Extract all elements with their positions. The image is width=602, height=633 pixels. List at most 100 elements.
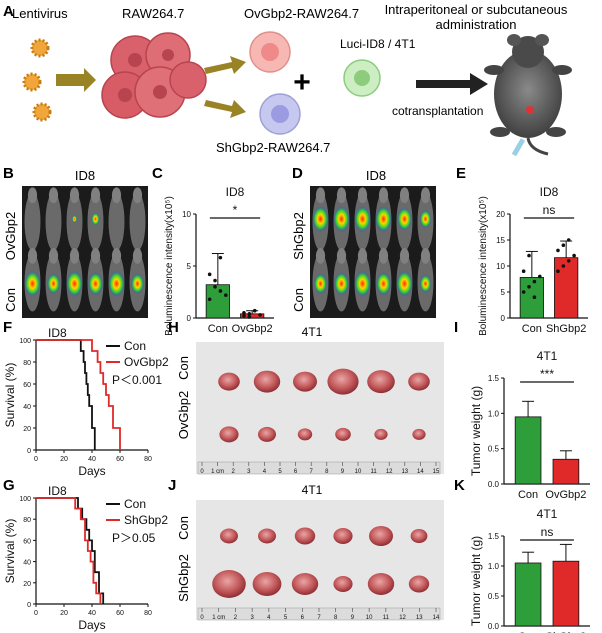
x-tick-label: 20 [60,610,68,617]
ruler-label: 15 [433,469,440,475]
photo-background [196,342,444,474]
tumor-photo-h: 0 1 cm 2 3 4 5 6 7 8 9 10 11 12 13 14 15 [196,342,444,475]
y-tick-label: 5 [187,262,192,271]
mouse-head [27,248,38,264]
tumor [258,426,276,442]
mouse-head [399,248,410,264]
mouse-head [90,187,101,204]
x-tick-label: 80 [144,610,152,617]
data-point [242,314,246,318]
luminescence-signal [87,271,104,296]
mouse-head [111,248,122,264]
panel-b-row-top: OvGbp2 [3,212,18,260]
panel-j-row-bottom: ShGbp2 [176,554,191,602]
significance-label: ns [541,525,554,539]
ruler [197,461,441,475]
mouse-head [27,187,38,204]
bar-shgbp2 [552,560,580,627]
panel-letter-g: G [3,477,15,494]
tumor [369,526,393,546]
luminescence-signal [419,274,432,293]
raw-label: RAW264.7 [122,6,184,21]
photo-background [196,500,444,620]
ruler-label: 2 [234,615,238,621]
x-category-label: Con [518,489,538,501]
panel-d-row-top: ShGbp2 [291,212,306,260]
tumor [294,527,316,545]
panel-letter-f: F [3,319,12,336]
x-category-label: Con [522,323,542,335]
chart-c: ID8 0 5 10 Boluminescence intensity(x10⁵) Con… [164,185,274,336]
y-tick-label: 60 [23,538,31,545]
p-value-label: P＞0.05 [112,531,156,545]
panel-letter-a: A [3,3,14,20]
significance-label: *** [540,367,554,381]
ruler-label: 10 [355,469,362,475]
legend-label: ShGbp2 [124,513,168,527]
tumor [253,370,281,393]
tumor [333,576,353,592]
panel-b-title: ID8 [75,168,95,183]
luminescence-signal [71,215,78,223]
data-point [566,238,571,242]
significance-label: ns [543,203,556,217]
data-point [527,253,531,258]
ruler-label: 0 [200,615,204,621]
route-label-line2: administration [436,17,517,32]
tumor [410,529,428,543]
tumor [408,372,430,391]
x-category-label: OvGbp2 [545,489,586,501]
shgbp2-cell-label: ShGbp2-RAW264.7 [216,140,330,155]
ruler-label: 4 [267,615,271,621]
lentivirus-label: Lentivirus [12,6,68,21]
data-point [572,253,576,258]
legend-label: Con [124,497,146,511]
panel-letter-d: D [292,165,303,182]
panel-h-tumor-photo: H 4T1 0 1 cm 2 3 4 5 6 7 8 9 10 11 12 13 14 15 Con OvGb… [168,319,444,475]
luminescence-signal [419,209,432,229]
data-point [521,290,526,294]
ruler-label: 3 [250,615,254,621]
y-axis-label: Tumor weight (g) [469,536,483,626]
y-tick-label: 20 [23,426,31,433]
ruler-label: 6 [294,469,298,475]
legend-label: Con [124,339,146,353]
panel-h-title: 4T1 [302,325,323,339]
y-tick-label: 15 [496,236,505,245]
data-point [556,269,560,274]
chart-title: 4T1 [537,507,558,521]
data-point [521,269,526,274]
data-point [213,278,217,283]
luminescence-signal [312,205,329,233]
y-tick-label: 0.5 [488,445,500,454]
bar-shgbp2 [554,257,579,319]
data-point [561,264,566,268]
y-tick-label: 80 [23,517,31,524]
y-axis-label: Survival (%) [3,363,17,428]
y-tick-label: 40 [23,560,31,567]
ovgbp2-cell-label: OvGbp2-RAW264.7 [244,6,359,21]
x-axis-label: Days [78,618,105,632]
ruler-label: 10 [366,615,373,621]
tumor-cells-label: Luci-ID8 / 4T1 [340,37,416,51]
mouse-head [69,187,80,204]
x-tick-label: 60 [116,456,124,463]
data-point [258,313,262,317]
luminescence-signal [130,273,145,295]
ruler-label: 3 [247,469,251,475]
mouse-head [111,187,122,204]
mouse-head [48,248,59,264]
y-tick-label: 100 [19,338,31,345]
mouse-head [132,187,143,204]
mouse-head [132,248,143,264]
luminescence-signal [333,271,350,296]
panel-letter-c: C [152,165,163,182]
x-tick-label: 40 [88,456,96,463]
data-point [207,272,212,277]
panel-a-schematic: A Lentivirus RAW264.7 OvGbp2-RAW264.7 Sh… [3,2,572,157]
raw-macrophage-cluster-icon [101,32,207,119]
tumor [293,371,317,392]
y-tick-label: 1.5 [488,374,500,383]
chart-title: ID8 [226,185,245,199]
x-category-label: ShGbp2 [546,323,586,335]
